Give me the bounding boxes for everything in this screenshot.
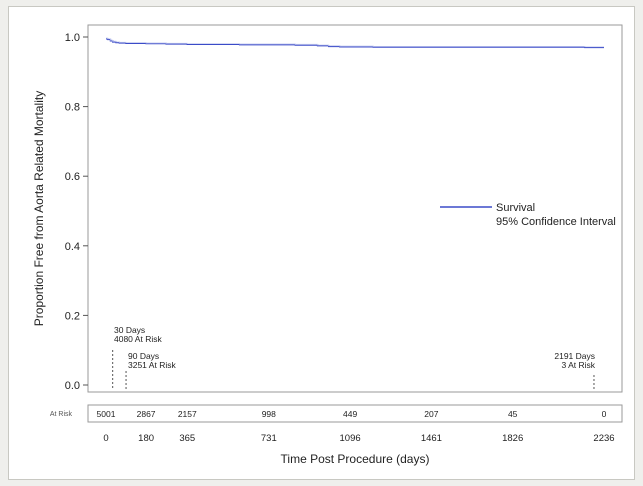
- y-tick-label: 0.2: [65, 310, 80, 322]
- legend-label-confidence: 95% Confidence Interval: [496, 216, 616, 228]
- y-tick-label: 0.6: [65, 171, 80, 183]
- plot-frame: [87, 24, 623, 393]
- annotation-days: 30 Days: [114, 325, 145, 335]
- at-risk-value: 5001: [97, 409, 116, 419]
- x-tick-label: 365: [179, 433, 195, 444]
- at-risk-value: 998: [262, 409, 276, 419]
- at-risk-value: 45: [508, 409, 518, 419]
- y-axis-label: Proportion Free from Aorta Related Morta…: [32, 91, 46, 326]
- at-risk-value: 449: [343, 409, 357, 419]
- annotation-at-risk: 3 At Risk: [561, 360, 595, 370]
- annotation-days: 2191 Days: [554, 351, 595, 361]
- y-tick-label: 0.0: [65, 380, 80, 392]
- figure-panel: 0.0 0.2 0.4 0.6 0.8 1.0 Proportion Free from A…: [8, 6, 635, 480]
- legend-label-survival: Survival: [496, 202, 535, 214]
- at-risk-row-label: At Risk: [50, 411, 73, 418]
- x-axis-label: Time Post Procedure (days): [281, 452, 430, 466]
- x-tick-label: 2236: [593, 433, 614, 444]
- at-risk-value: 207: [424, 409, 438, 419]
- annotation-at-risk: 4080 At Risk: [114, 334, 162, 344]
- annotation-at-risk: 3251 At Risk: [128, 360, 176, 370]
- x-tick-label: 731: [261, 433, 277, 444]
- y-tick-label: 0.4: [65, 241, 80, 253]
- y-tick-label: 0.8: [65, 102, 80, 114]
- x-tick-label: 0: [103, 433, 108, 444]
- at-risk-value: 0: [602, 409, 607, 419]
- x-tick-label: 1461: [421, 433, 442, 444]
- x-tick-label: 180: [138, 433, 154, 444]
- annotation-days: 90 Days: [128, 351, 159, 361]
- at-risk-row-frame: [87, 404, 623, 423]
- at-risk-value: 2867: [137, 409, 156, 419]
- confidence-band-upper: [106, 37, 604, 48]
- at-risk-value: 2157: [178, 409, 197, 419]
- survival-chart: 0.0 0.2 0.4 0.6 0.8 1.0 Proportion Free from A…: [32, 24, 623, 466]
- x-tick-label: 1096: [340, 433, 361, 444]
- x-tick-label: 1826: [502, 433, 523, 444]
- y-tick-label: 1.0: [65, 32, 80, 44]
